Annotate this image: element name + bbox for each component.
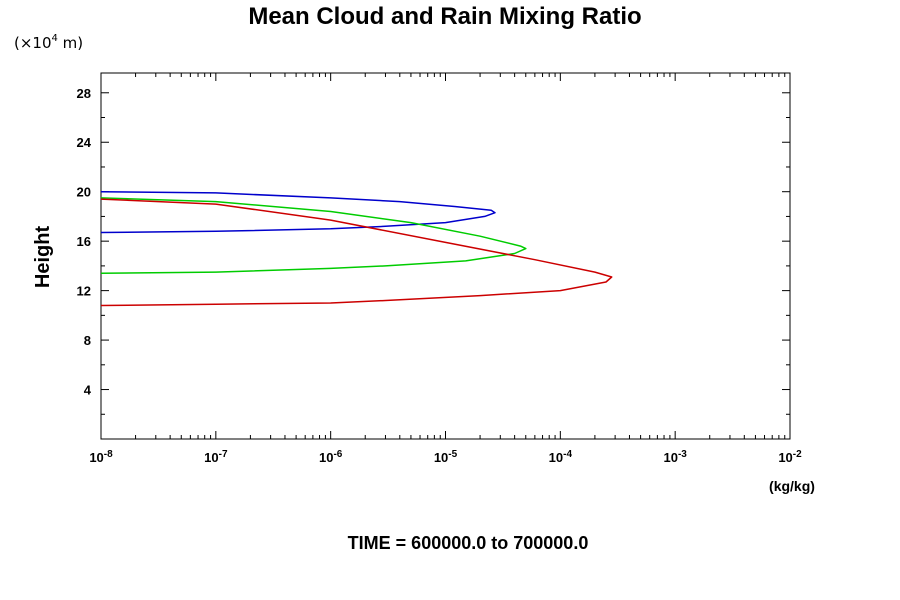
x-tick-label: 10-7 bbox=[204, 449, 228, 465]
y-tick-label: 12 bbox=[77, 284, 91, 299]
y-tick-labels: 4 8 12 16 20 24 28 bbox=[77, 86, 92, 398]
series-line-1 bbox=[100, 190, 496, 234]
y-tick-label: 8 bbox=[84, 333, 91, 348]
series-line-2 bbox=[100, 197, 527, 275]
y-tick-label: 24 bbox=[77, 135, 92, 150]
time-range-subtitle: TIME = 600000.0 to 700000.0 bbox=[348, 533, 589, 553]
series-layer bbox=[100, 190, 613, 307]
x-axis-label: (kg/kg) bbox=[769, 478, 815, 494]
minor-ticks bbox=[100, 73, 790, 439]
x-tick-label: 10-4 bbox=[549, 449, 573, 465]
y-unit-label: (×104 m) bbox=[14, 33, 83, 52]
x-tick-label: 10-8 bbox=[89, 449, 113, 465]
y-tick-label: 4 bbox=[84, 383, 92, 398]
x-tick-labels: 10-8 10-7 10-6 10-5 10-4 10-3 10-2 bbox=[89, 449, 802, 465]
plot-frame bbox=[100, 72, 791, 440]
series-line-3 bbox=[100, 198, 613, 307]
x-tick-label: 10-5 bbox=[434, 449, 458, 465]
y-axis-label: Height bbox=[32, 226, 54, 289]
x-tick-label: 10-3 bbox=[663, 449, 687, 465]
y-tick-label: 16 bbox=[77, 234, 91, 249]
chart-title: Mean Cloud and Rain Mixing Ratio bbox=[248, 3, 641, 30]
x-tick-label: 10-2 bbox=[778, 449, 802, 465]
x-tick-label: 10-6 bbox=[319, 449, 343, 465]
y-tick-label: 20 bbox=[77, 185, 91, 200]
y-tick-label: 28 bbox=[77, 86, 91, 101]
